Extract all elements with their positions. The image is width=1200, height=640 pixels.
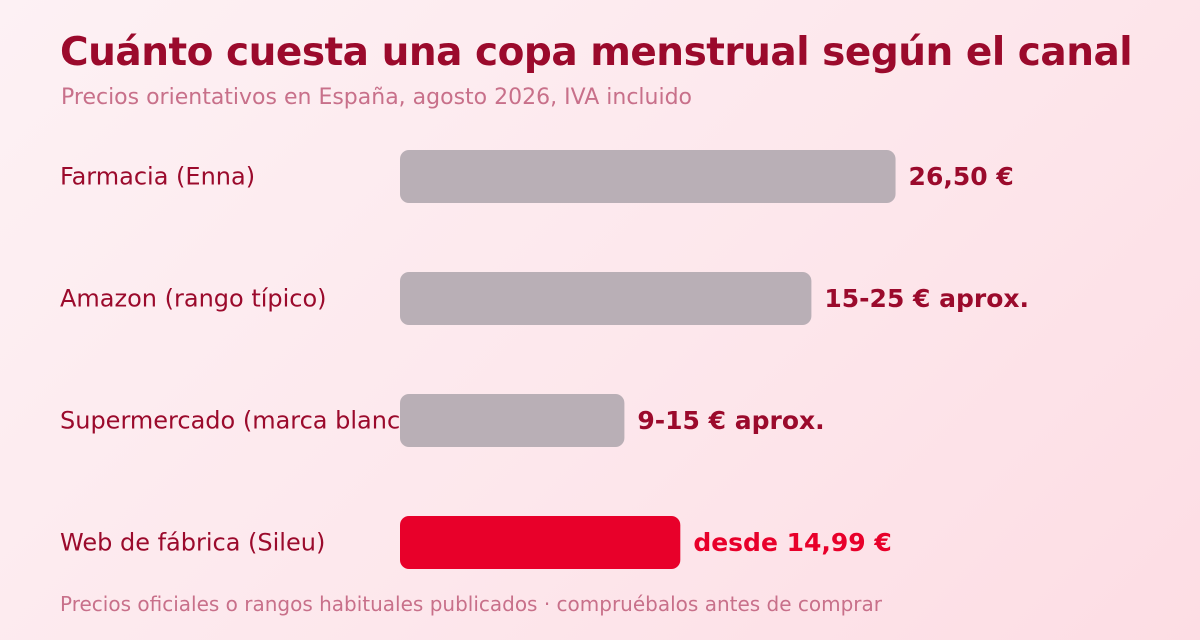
category-label: Amazon (rango típico) xyxy=(60,285,327,313)
chart-title: Cuánto cuesta una copa menstrual según e… xyxy=(60,30,1133,75)
bar-row: Amazon (rango típico) 15-25 € aprox. xyxy=(60,272,1029,325)
category-label: Supermercado (marca blanca) xyxy=(60,407,424,435)
value-label: 9-15 € aprox. xyxy=(637,406,824,435)
category-label: Web de fábrica (Sileu) xyxy=(60,529,325,557)
value-label: 26,50 € xyxy=(909,162,1014,191)
bar-row: Web de fábrica (Sileu) desde 14,99 € xyxy=(60,516,892,569)
value-label: 15-25 € aprox. xyxy=(824,284,1029,313)
bar-row: Supermercado (marca blanca) 9-15 € aprox. xyxy=(60,394,825,447)
value-label: desde 14,99 € xyxy=(693,528,891,557)
bar xyxy=(400,272,812,325)
bar-row: Farmacia (Enna) 26,50 € xyxy=(60,150,1014,203)
category-label: Farmacia (Enna) xyxy=(60,163,255,191)
bar xyxy=(400,150,896,203)
chart-footnote: Precios oficiales o rangos habituales pu… xyxy=(60,592,883,616)
bar xyxy=(400,394,625,447)
bar-highlight xyxy=(400,516,681,569)
chart-subtitle: Precios orientativos en España, agosto 2… xyxy=(61,85,693,110)
